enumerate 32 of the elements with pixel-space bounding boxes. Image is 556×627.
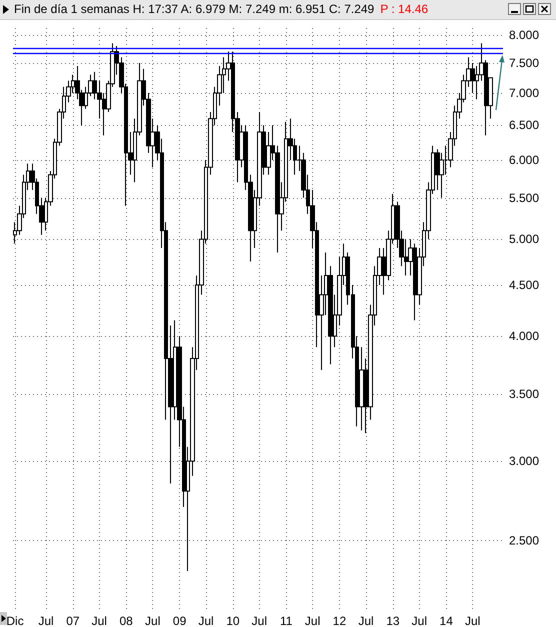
- x-tick-label: Jul: [252, 614, 267, 627]
- x-tick-label: Jul: [304, 614, 320, 627]
- x-tick-label: 11: [280, 614, 293, 627]
- x-tick-label: 07: [66, 614, 80, 627]
- y-tick-label: 4.000: [509, 329, 540, 344]
- y-tick-label: 4.500: [509, 278, 540, 292]
- y-tick-label: 6.000: [509, 153, 540, 168]
- x-tick-label: Jul: [358, 614, 374, 627]
- y-tick-label: 2.500: [509, 533, 540, 548]
- y-tick-label: 8.000: [509, 28, 540, 42]
- y-tick-label: 7.000: [509, 86, 540, 100]
- x-tick-label: 09: [172, 614, 187, 627]
- x-tick-label: Dic: [6, 614, 24, 627]
- x-tick-label: 10: [226, 614, 240, 627]
- chart-title: Fin de día 1 semanas H: 17:37 A: 6.979 M: 7.249 m: 6.951 C: 7.249: [14, 2, 374, 16]
- y-tick-label: 5.000: [509, 232, 540, 246]
- y-tick-label: 5.500: [509, 190, 540, 205]
- y-tick-label: 3.000: [509, 454, 540, 468]
- x-tick-label: Jul: [92, 614, 107, 627]
- x-tick-label: Jul: [412, 614, 428, 627]
- x-tick-label: 13: [386, 614, 400, 627]
- text: P : 14.46: [380, 2, 428, 16]
- y-tick-label: 3.500: [509, 387, 540, 402]
- x-tick-label: 14: [440, 614, 454, 627]
- x-tick-label: 08: [119, 614, 134, 627]
- x-tick-label: 12: [332, 614, 346, 627]
- x-tick-label: Jul: [198, 614, 214, 627]
- y-tick-label: 6.500: [509, 118, 540, 132]
- x-tick-label: Jul: [145, 614, 160, 627]
- y-tick-label: 7.500: [509, 56, 540, 70]
- x-tick-label: Jul: [464, 614, 480, 627]
- x-tick-label: Jul: [38, 614, 54, 627]
